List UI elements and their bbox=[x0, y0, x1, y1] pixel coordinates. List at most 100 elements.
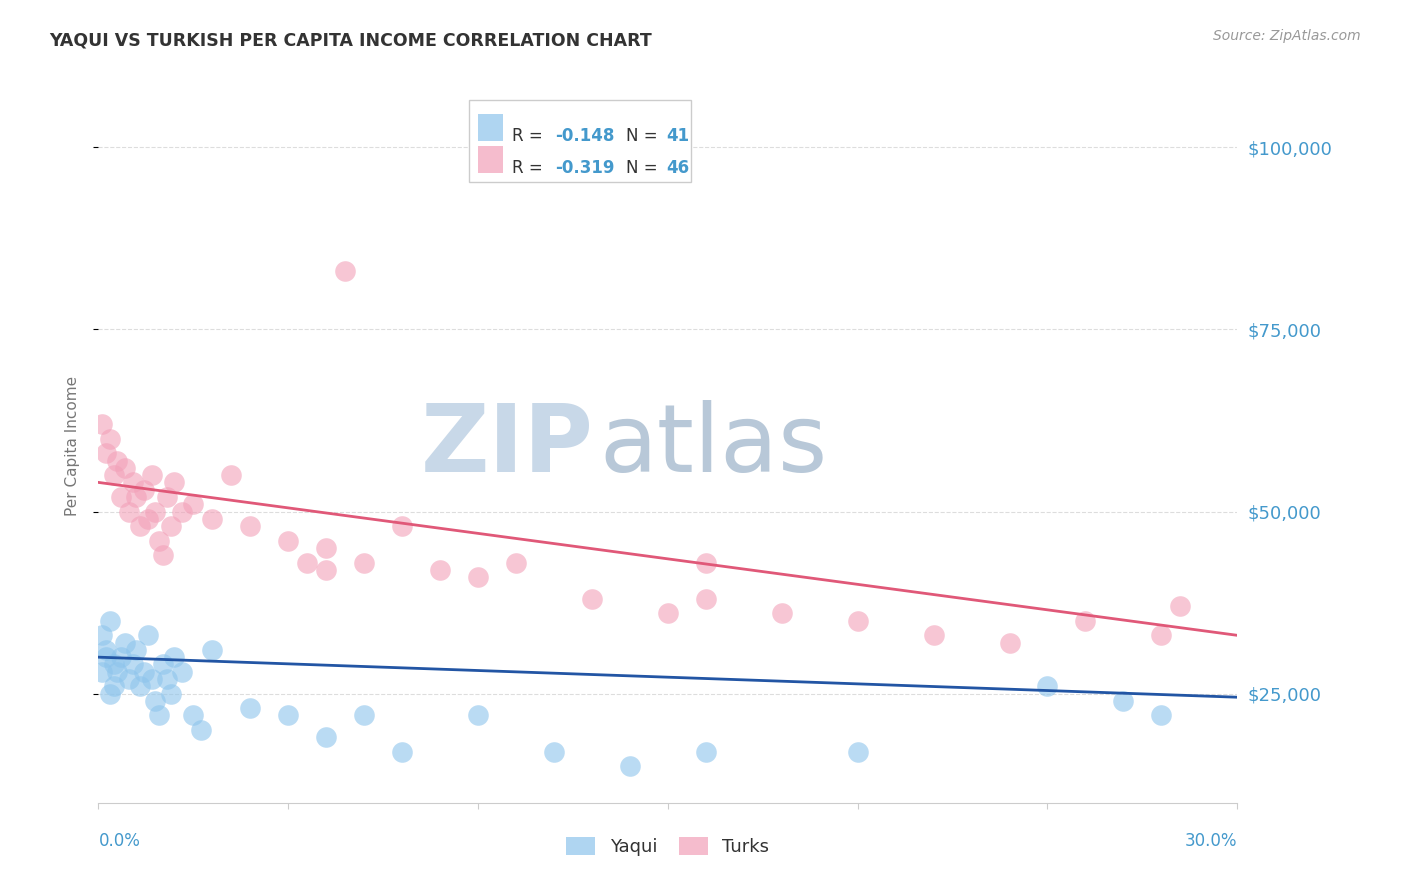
Point bbox=[125, 490, 148, 504]
Point bbox=[657, 607, 679, 621]
Point bbox=[353, 556, 375, 570]
Point bbox=[94, 446, 117, 460]
Point bbox=[121, 657, 143, 672]
Point bbox=[156, 490, 179, 504]
Point bbox=[391, 745, 413, 759]
Text: -0.148: -0.148 bbox=[555, 127, 614, 145]
Point bbox=[103, 468, 125, 483]
Point bbox=[91, 665, 114, 679]
Text: 46: 46 bbox=[666, 159, 690, 178]
Point bbox=[110, 650, 132, 665]
Point bbox=[183, 497, 205, 511]
Point bbox=[118, 504, 141, 518]
Point bbox=[94, 650, 117, 665]
Point bbox=[1074, 614, 1097, 628]
Point bbox=[103, 679, 125, 693]
Point bbox=[145, 504, 167, 518]
Point bbox=[156, 672, 179, 686]
Point bbox=[467, 570, 489, 584]
Text: -0.319: -0.319 bbox=[555, 159, 614, 178]
Point bbox=[103, 657, 125, 672]
Point bbox=[315, 731, 337, 745]
Text: 41: 41 bbox=[666, 127, 690, 145]
Text: YAQUI VS TURKISH PER CAPITA INCOME CORRELATION CHART: YAQUI VS TURKISH PER CAPITA INCOME CORRE… bbox=[49, 31, 652, 49]
Point bbox=[114, 460, 136, 475]
Text: Source: ZipAtlas.com: Source: ZipAtlas.com bbox=[1213, 29, 1361, 43]
Point bbox=[91, 417, 114, 432]
Point bbox=[136, 628, 159, 642]
Point bbox=[141, 672, 163, 686]
Point bbox=[145, 694, 167, 708]
Point bbox=[107, 453, 129, 467]
Point bbox=[170, 665, 193, 679]
Point bbox=[998, 635, 1021, 649]
Y-axis label: Per Capita Income: Per Capita Income bbox=[65, 376, 80, 516]
Point bbox=[201, 512, 224, 526]
Text: atlas: atlas bbox=[599, 400, 828, 492]
Point bbox=[1112, 694, 1135, 708]
Point bbox=[94, 643, 117, 657]
Point bbox=[129, 519, 152, 533]
Point bbox=[136, 512, 159, 526]
Point bbox=[132, 483, 155, 497]
Point bbox=[695, 556, 717, 570]
Point bbox=[159, 687, 181, 701]
Point bbox=[152, 548, 174, 562]
Point bbox=[505, 556, 527, 570]
Point bbox=[239, 519, 262, 533]
Point bbox=[201, 643, 224, 657]
Point bbox=[297, 556, 319, 570]
Point bbox=[1150, 628, 1173, 642]
Point bbox=[239, 701, 262, 715]
Point bbox=[148, 533, 170, 548]
Point bbox=[98, 614, 121, 628]
Point bbox=[695, 591, 717, 606]
Text: R =: R = bbox=[512, 159, 548, 178]
Text: N =: N = bbox=[626, 127, 662, 145]
Point bbox=[581, 591, 603, 606]
Point bbox=[129, 679, 152, 693]
Text: 0.0%: 0.0% bbox=[98, 831, 141, 849]
Point bbox=[110, 490, 132, 504]
Point bbox=[190, 723, 212, 737]
FancyBboxPatch shape bbox=[468, 100, 690, 182]
Text: ZIP: ZIP bbox=[420, 400, 593, 492]
Point bbox=[1170, 599, 1192, 614]
Point bbox=[132, 665, 155, 679]
Point bbox=[770, 607, 793, 621]
Point bbox=[353, 708, 375, 723]
Point bbox=[183, 708, 205, 723]
Point bbox=[846, 614, 869, 628]
Point bbox=[159, 519, 181, 533]
Point bbox=[315, 541, 337, 555]
Text: 30.0%: 30.0% bbox=[1185, 831, 1237, 849]
FancyBboxPatch shape bbox=[478, 114, 503, 141]
Point bbox=[315, 563, 337, 577]
Point bbox=[543, 745, 565, 759]
Point bbox=[152, 657, 174, 672]
Point bbox=[170, 504, 193, 518]
Point bbox=[98, 432, 121, 446]
Point bbox=[467, 708, 489, 723]
Text: N =: N = bbox=[626, 159, 662, 178]
Point bbox=[1150, 708, 1173, 723]
Point bbox=[846, 745, 869, 759]
Text: R =: R = bbox=[512, 127, 548, 145]
Point bbox=[391, 519, 413, 533]
Point bbox=[163, 475, 186, 490]
Point bbox=[125, 643, 148, 657]
Point bbox=[107, 665, 129, 679]
FancyBboxPatch shape bbox=[478, 146, 503, 173]
Point bbox=[91, 628, 114, 642]
Point bbox=[277, 533, 299, 548]
Point bbox=[221, 468, 243, 483]
Point bbox=[148, 708, 170, 723]
Point bbox=[118, 672, 141, 686]
Point bbox=[1036, 679, 1059, 693]
Legend: Yaqui, Turks: Yaqui, Turks bbox=[557, 829, 779, 865]
Point bbox=[695, 745, 717, 759]
Point bbox=[922, 628, 945, 642]
Point bbox=[141, 468, 163, 483]
Point bbox=[619, 759, 641, 773]
Point bbox=[335, 264, 357, 278]
